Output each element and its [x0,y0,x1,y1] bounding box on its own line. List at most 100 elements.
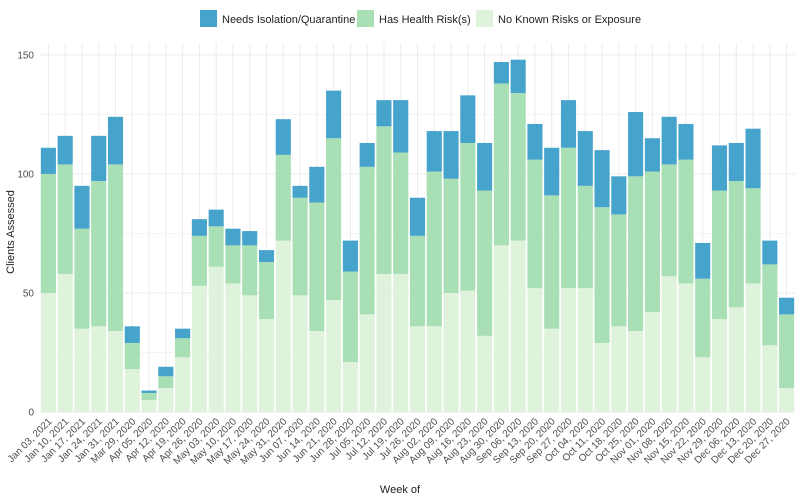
bar-segment-no-risk [40,292,56,412]
bar-segment-no-risk [91,326,107,412]
bar-segment-health-risk [275,154,291,241]
bar-segment-health-risk [242,245,258,296]
bar-segment-isolation [342,240,358,272]
bar-segment-health-risk [225,245,241,284]
bar-segment-isolation [711,145,728,191]
bar-segment-health-risk [107,164,124,332]
bar-segment-isolation [393,100,409,153]
bar-segment-health-risk [426,171,442,327]
bar-segment-no-risk [275,240,291,412]
bar-segment-health-risk [124,342,140,370]
bar-segment-health-risk [208,226,224,267]
bar-segment-health-risk [292,197,308,296]
bar-segment-health-risk [695,278,711,358]
bar-segment-health-risk [443,178,459,293]
bar-segment-isolation [40,147,56,174]
bar-segment-no-risk [292,295,308,412]
bar-segment-no-risk [510,240,526,412]
bar-segment-health-risk [611,214,627,327]
bar-segment-no-risk [409,326,426,412]
bar-segment-health-risk [74,228,90,329]
bar-segment-isolation [309,166,325,203]
bar-segment-isolation [124,326,140,343]
bar-segment-isolation [91,135,107,182]
bar-segment-health-risk [544,195,560,329]
bar-segment-no-risk [544,328,560,412]
bar-segment-health-risk [477,190,493,336]
bar-segment-no-risk [376,273,392,412]
legend: Needs Isolation/Quarantine Has Health Ri… [200,10,641,27]
bar-segment-health-risk [393,152,409,274]
bar-segment-isolation [175,328,191,339]
bar-segment-isolation [544,147,560,196]
bar-segment-no-risk [74,328,90,412]
bar-segment-health-risk [560,147,577,289]
bar-segment-health-risk [762,264,778,346]
bar-segment-health-risk [594,207,610,343]
bar-segment-isolation [611,176,627,215]
bar-segment-health-risk [678,159,694,284]
bar-segment-no-risk [426,326,442,412]
bar-segment-no-risk [124,369,140,412]
bar-segment-no-risk [695,357,711,412]
bar-segment-no-risk [745,283,761,412]
bar-segment-health-risk [309,202,325,332]
legend-swatch-no-risk [476,10,493,27]
bar-segment-health-risk [510,92,526,241]
bar-segment-isolation [409,197,426,236]
bar-segment-no-risk [477,335,493,412]
bar-segment-isolation [443,131,459,179]
bar-segment-isolation [577,131,593,186]
bar-segment-isolation [74,185,90,229]
bar-segment-health-risk [661,164,677,277]
bar-segment-no-risk [611,326,627,412]
bars [40,59,795,412]
y-tick-label: 150 [17,50,34,61]
bar-segment-no-risk [460,290,476,412]
bar-segment-no-risk [711,319,728,412]
bar-segment-isolation [628,112,644,177]
bar-segment-health-risk [728,181,744,308]
bar-segment-isolation [359,142,375,167]
bar-segment-no-risk [628,331,644,412]
bar-segment-no-risk [309,331,325,412]
bar-segment-no-risk [326,300,342,412]
bar-segment-isolation [57,135,73,165]
bar-segment-isolation [275,119,291,155]
bar-segment-no-risk [158,388,174,412]
bar-segment-isolation [678,123,694,160]
y-tick-label: 100 [17,169,34,180]
y-axis-ticks: 0 50 100 150 [17,50,34,418]
bar-segment-health-risk [376,126,392,274]
bar-segment-isolation [225,228,241,246]
bar-segment-health-risk [711,190,728,320]
bar-segment-no-risk [560,288,577,412]
bar-segment-no-risk [359,314,375,412]
bar-segment-no-risk [577,288,593,412]
bar-segment-no-risk [393,273,409,412]
bar-segment-health-risk [493,83,509,246]
legend-swatch-health-risk [357,10,374,27]
bar-segment-health-risk [141,392,157,401]
bar-segment-isolation [258,250,275,263]
bar-segment-isolation [107,116,124,165]
bar-segment-health-risk [326,138,342,301]
bar-segment-no-risk [191,285,207,412]
bar-segment-health-risk [258,262,275,320]
bar-segment-no-risk [225,283,241,412]
bar-segment-no-risk [493,245,509,412]
bar-segment-isolation [527,123,543,160]
bar-segment-isolation [779,297,795,315]
bar-segment-no-risk [762,345,778,412]
bar-segment-isolation [158,366,174,377]
bar-segment-isolation [745,128,761,189]
bar-segment-no-risk [342,362,358,412]
bar-segment-isolation [141,390,157,393]
bar-segment-no-risk [258,319,275,412]
bar-segment-isolation [728,142,744,182]
bar-segment-health-risk [460,142,476,291]
bar-segment-health-risk [342,271,358,363]
